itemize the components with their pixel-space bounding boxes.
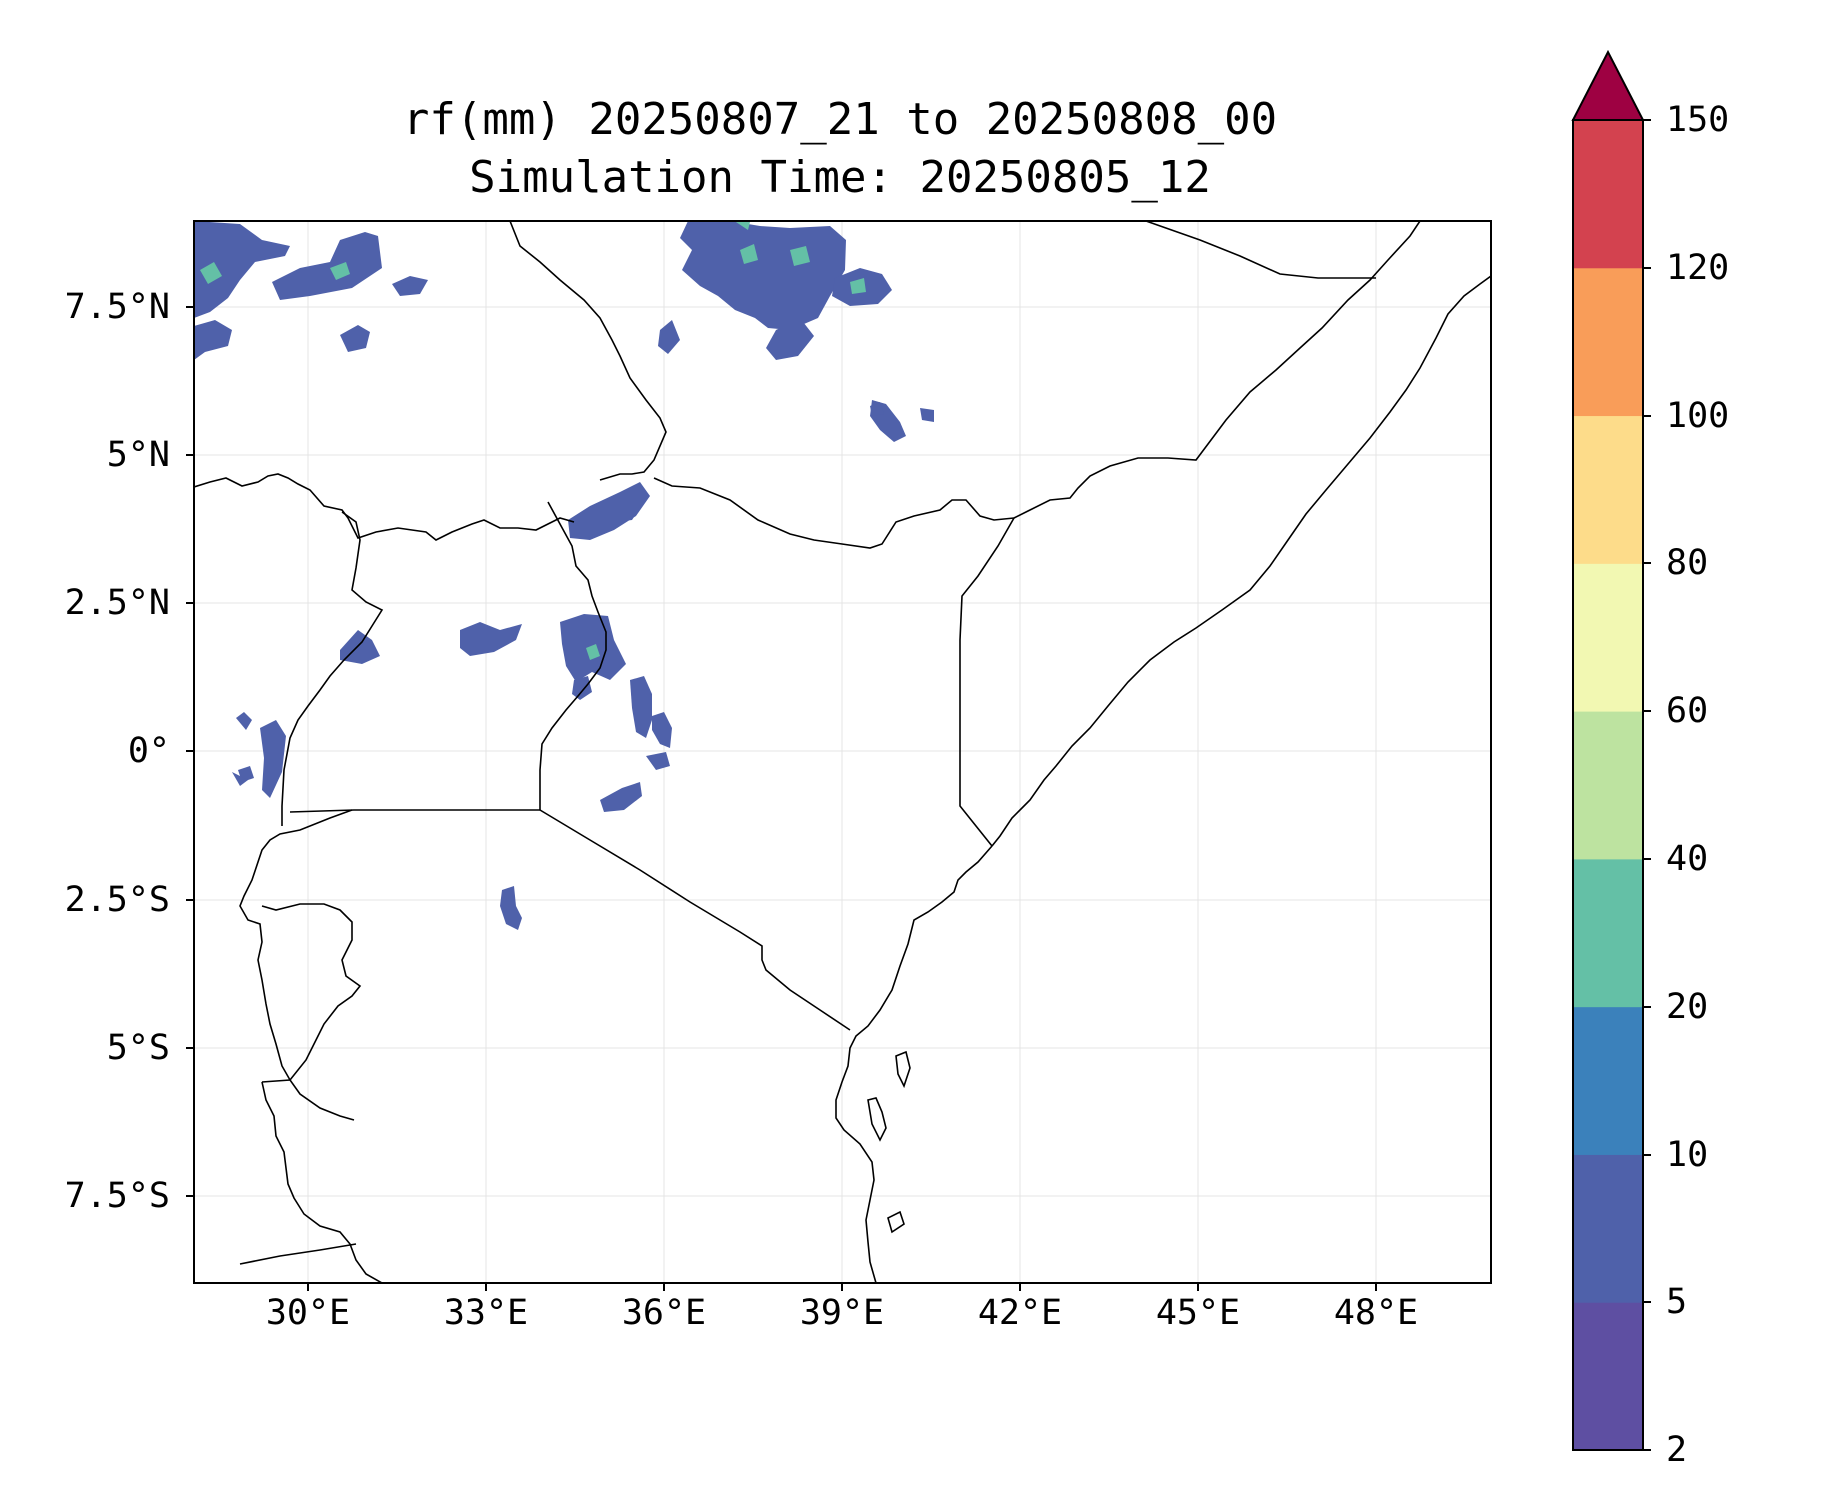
colorbar-label-5: 5	[1666, 1282, 1688, 1322]
rain-patch-northwest	[194, 221, 290, 318]
lake-victoria-west	[239, 809, 355, 1121]
colorbar-label-2: 2	[1666, 1430, 1688, 1470]
colorbar-frame	[1572, 119, 1644, 1451]
zanzibar-pemba	[895, 1050, 911, 1089]
rain-core-eth-2	[790, 246, 810, 266]
uganda-drc-border	[281, 511, 384, 826]
lon-label-39e: 39°E	[799, 1293, 885, 1333]
lon-label-33e: 33°E	[443, 1293, 529, 1333]
title-line-2: Simulation Time: 20250805_12	[469, 152, 1211, 203]
rain-patch-drc-d	[232, 772, 248, 786]
rain-patch-ethiopia-c	[766, 318, 814, 360]
lat-label-2-5n: 2.5°N	[64, 583, 170, 623]
rain-patch-drc-b	[260, 720, 286, 798]
colorbar-ticks	[1643, 119, 1651, 1451]
colorbar-label-150: 150	[1666, 100, 1730, 140]
rain-patch-northwest-2	[272, 232, 382, 300]
rainfall-field	[194, 221, 934, 930]
rain-patch-ethiopia-a	[680, 221, 846, 330]
lat-label-2-5s: 2.5°S	[64, 880, 170, 920]
colorbar-bands	[1573, 120, 1643, 1451]
coastline-east-africa	[991, 275, 1491, 847]
colorbar-label-60: 60	[1666, 691, 1709, 731]
colorbar-band-40-60	[1573, 711, 1643, 860]
colorbar-label-80: 80	[1666, 543, 1709, 583]
kenya-somalia-border	[959, 517, 1015, 847]
uganda-south-border	[289, 809, 540, 813]
lat-label-equator: 0°	[127, 731, 170, 771]
colorbar-label-120: 120	[1666, 248, 1730, 288]
title-line-1: rf(mm) 20250807_21 to 20250808_00	[402, 94, 1278, 145]
ethiopia-somalia-border	[1013, 221, 1421, 519]
rain-patch-kenya-south	[600, 782, 642, 812]
lat-label-5n: 5°N	[106, 435, 170, 475]
ethiopia-kenya-border	[653, 477, 1015, 549]
colorbar-band-5-10	[1573, 1154, 1643, 1303]
lon-label-45e: 45°E	[1155, 1293, 1241, 1333]
rain-patch-lake-turkana	[920, 408, 934, 422]
rain-core-eth-4	[736, 222, 750, 230]
tanzania-zambia	[239, 1243, 357, 1265]
rain-patch-tanzania	[500, 886, 522, 930]
south-sudan-border	[194, 473, 575, 541]
lon-label-48e: 48°E	[1333, 1293, 1419, 1333]
rain-patch-southsudan-a	[340, 325, 370, 352]
colorbar-band-20-40	[1573, 858, 1643, 1008]
rain-patch-ethiopia-d	[658, 320, 680, 354]
colorbar-band-2-5	[1573, 1302, 1643, 1451]
rain-patch-kenya-west-d	[646, 752, 670, 770]
rain-patch-northwest-3	[194, 320, 232, 360]
rain-patch-kenya-west-c	[652, 712, 672, 748]
rain-patch-drc-a	[236, 712, 252, 730]
mafia-island	[887, 1210, 905, 1234]
lon-label-30e: 30°E	[265, 1293, 351, 1333]
rain-patch-uganda-west	[340, 630, 380, 664]
lat-label-7-5n: 7.5°N	[64, 287, 170, 327]
zanzibar	[867, 1097, 887, 1142]
colorbar-label-10: 10	[1666, 1135, 1709, 1175]
colorbar-extend-max-triangle	[1571, 49, 1645, 121]
djibouti-border	[1145, 221, 1376, 279]
rain-core-nw	[200, 262, 222, 284]
coastline-kenya-tanzania	[835, 845, 993, 1283]
colorbar	[1571, 49, 1651, 1451]
kenya-tanzania-border	[539, 809, 851, 1031]
colorbar-band-100-120	[1573, 267, 1643, 417]
lon-label-42e: 42°E	[977, 1293, 1063, 1333]
rain-patch-elgon	[568, 482, 650, 540]
borders-and-coastline	[194, 221, 1491, 1283]
colorbar-label-20: 20	[1666, 987, 1709, 1027]
tanzania-west	[261, 1081, 383, 1283]
rain-patch-uganda-central	[460, 622, 522, 656]
rain-patch-kenya-west-b	[630, 676, 652, 738]
lat-label-7-5s: 7.5°S	[64, 1176, 170, 1216]
rain-core-nw-2	[330, 262, 350, 280]
lon-label-36e: 36°E	[621, 1293, 707, 1333]
uganda-kenya-border	[539, 501, 607, 810]
colorbar-band-60-80	[1573, 563, 1643, 712]
rain-core-eth-3	[850, 278, 866, 294]
colorbar-band-80-100	[1573, 415, 1643, 564]
colorbar-label-40: 40	[1666, 839, 1709, 879]
burundi-rwanda	[261, 903, 362, 1083]
sudan-ethiopia-border	[509, 221, 667, 481]
gridlines	[194, 221, 1491, 1283]
rain-core-uganda	[586, 644, 600, 660]
rain-core-eth-1	[740, 244, 758, 264]
colorbar-label-100: 100	[1666, 396, 1730, 436]
colorbar-band-120-150	[1573, 120, 1643, 269]
lat-label-5s: 5°S	[106, 1028, 170, 1068]
rain-patch-kenya-west-a	[572, 676, 592, 700]
colorbar-band-10-20	[1573, 1006, 1643, 1155]
axis-ticks	[186, 306, 1377, 1291]
rain-patch-southsudan-b	[392, 276, 428, 296]
rain-patch-ethiopia-e	[870, 402, 884, 416]
